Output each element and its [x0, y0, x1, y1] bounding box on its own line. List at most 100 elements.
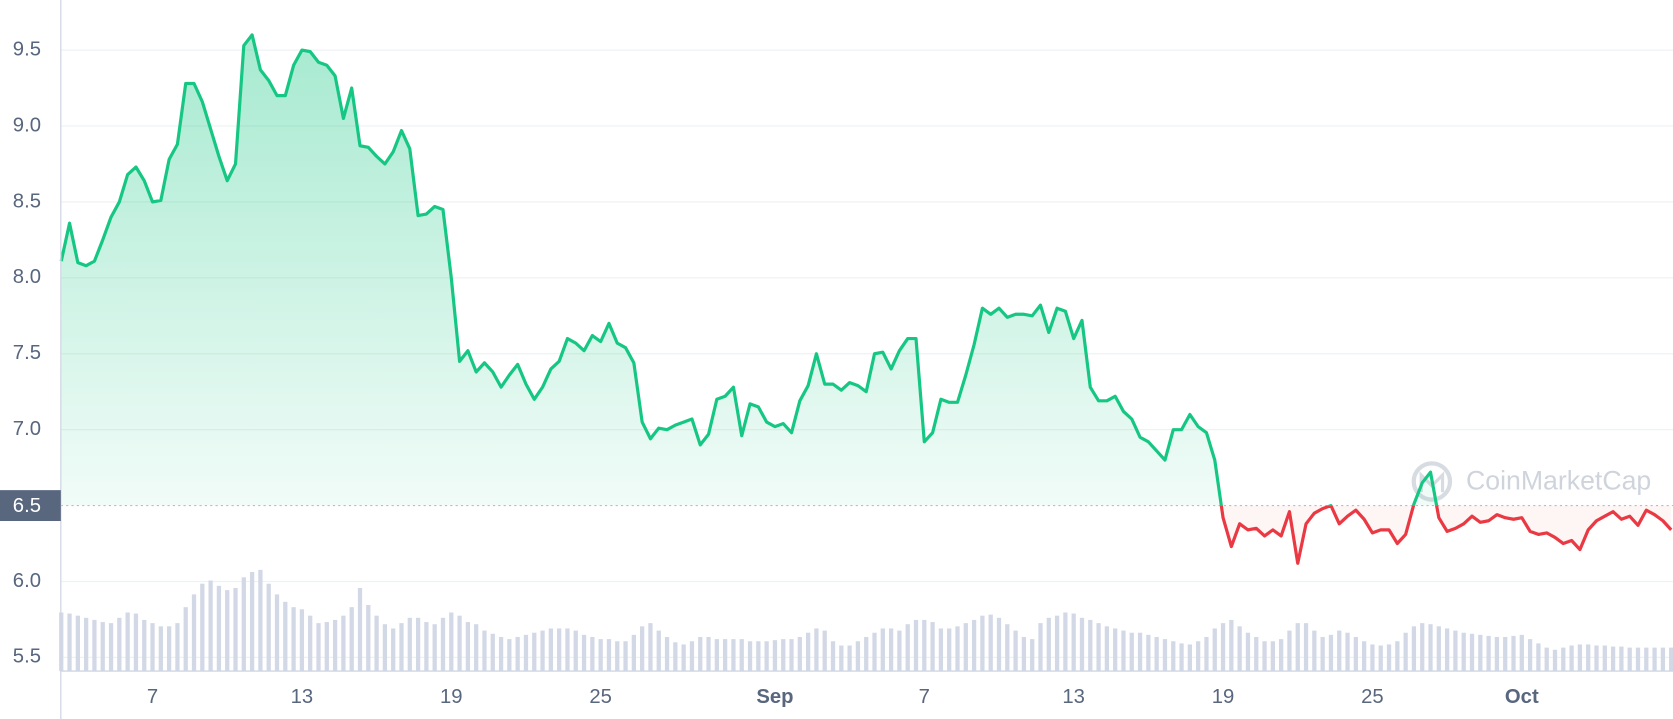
volume-bar [581, 634, 587, 672]
volume-bar [1386, 644, 1392, 672]
volume-bar [1262, 641, 1267, 672]
volume-bar [839, 645, 844, 672]
volume-bar [548, 628, 553, 672]
volume-bar [1295, 623, 1300, 672]
volume-bar [1652, 647, 1657, 672]
volume-bar [1353, 636, 1358, 672]
volume-bar [200, 583, 205, 672]
volume-bar [1121, 630, 1126, 672]
volume-bar [1171, 641, 1176, 672]
y-tick-label: 7.0 [13, 418, 41, 440]
volume-bar [1038, 623, 1043, 672]
volume-bar [1063, 612, 1068, 672]
volume-bar [1320, 636, 1325, 672]
volume-bar [175, 623, 180, 672]
volume-bar [557, 628, 562, 672]
volume-bar [1030, 639, 1035, 672]
volume-bar [1146, 634, 1151, 672]
volume-bar [507, 639, 512, 672]
volume-bar [1494, 636, 1500, 672]
x-tick-label: 7 [919, 686, 930, 708]
volume-bar [1444, 628, 1450, 672]
volume-bar [1113, 628, 1118, 672]
volume-bar [216, 585, 222, 672]
volume-bar [100, 622, 105, 672]
volume-bar [1005, 624, 1010, 672]
volume-bar [1411, 626, 1417, 672]
volume-bar [947, 628, 952, 672]
volume-bar [75, 615, 80, 672]
volume-bar [1577, 644, 1583, 672]
volume-bar [283, 601, 288, 672]
volume-bar [1187, 644, 1192, 672]
volume-bar [847, 645, 852, 672]
volume-bar [1569, 645, 1574, 672]
volume-bar [648, 623, 653, 672]
volume-bar [1436, 626, 1441, 672]
volume-bar [830, 641, 836, 672]
volume-bar [698, 636, 703, 672]
x-tick-label: Sep [756, 686, 793, 708]
volume-bar [1519, 634, 1524, 672]
volume-bar [1071, 613, 1076, 672]
volume-bar [615, 641, 620, 672]
volume-bar [1660, 647, 1666, 672]
volume-bar [872, 632, 877, 672]
volume-bar [465, 622, 471, 672]
volume-bar [241, 577, 246, 672]
volume-bar [125, 612, 130, 672]
volume-bar [1610, 646, 1616, 672]
volume-bar [1561, 647, 1566, 672]
volume-bar [681, 644, 686, 672]
volume-bar [814, 628, 819, 672]
volume-bar [573, 630, 578, 672]
volume-bar [598, 639, 603, 672]
volume-bar [1644, 647, 1649, 672]
volume-bar [1096, 623, 1101, 672]
volume-bar [324, 622, 329, 672]
volume-bar [731, 639, 736, 672]
volume-bar [897, 630, 902, 672]
volume-bar [191, 594, 197, 672]
volume-bar [1337, 630, 1342, 672]
volume-bar [1254, 636, 1259, 672]
volume-bar [332, 619, 338, 672]
volume-bar [1635, 647, 1641, 672]
volume-bar [225, 590, 230, 672]
volume-bar [1428, 624, 1433, 672]
volume-bar [565, 628, 570, 672]
y-tick-label: 5.5 [13, 646, 41, 668]
volume-bar [1245, 632, 1251, 672]
volume-bar [424, 622, 429, 672]
y-tick-label: 6.0 [13, 570, 41, 592]
volume-bar [183, 607, 188, 672]
volume-bar [1602, 645, 1607, 672]
volume-bar [1312, 630, 1317, 672]
volume-bar [1461, 632, 1466, 672]
volume-bar [996, 617, 1002, 672]
volume-bar [1154, 636, 1159, 672]
x-tick-label: 13 [1062, 686, 1085, 708]
volume-bar [92, 619, 97, 672]
volume-bar [930, 622, 935, 672]
price [59, 33, 1673, 565]
volume-bar [1013, 630, 1018, 672]
volume-bar [1270, 641, 1275, 672]
volume-bar [1527, 639, 1533, 672]
volume-bar [764, 641, 769, 672]
volume-bar [1303, 623, 1309, 672]
volume-bar [1137, 632, 1143, 672]
volume-bar [689, 641, 695, 672]
volume-bar [399, 623, 404, 672]
volume-bar [640, 626, 645, 672]
volume-bar [474, 624, 479, 672]
x-tick-label: 19 [1212, 686, 1235, 708]
volume [59, 569, 1673, 672]
volume-bar [1088, 619, 1093, 672]
volume-bar [855, 641, 861, 672]
volume-bar [150, 623, 155, 672]
volume-bar [1179, 643, 1184, 672]
volume-bar [1586, 644, 1591, 672]
y-tick-label: 9.0 [13, 114, 41, 136]
